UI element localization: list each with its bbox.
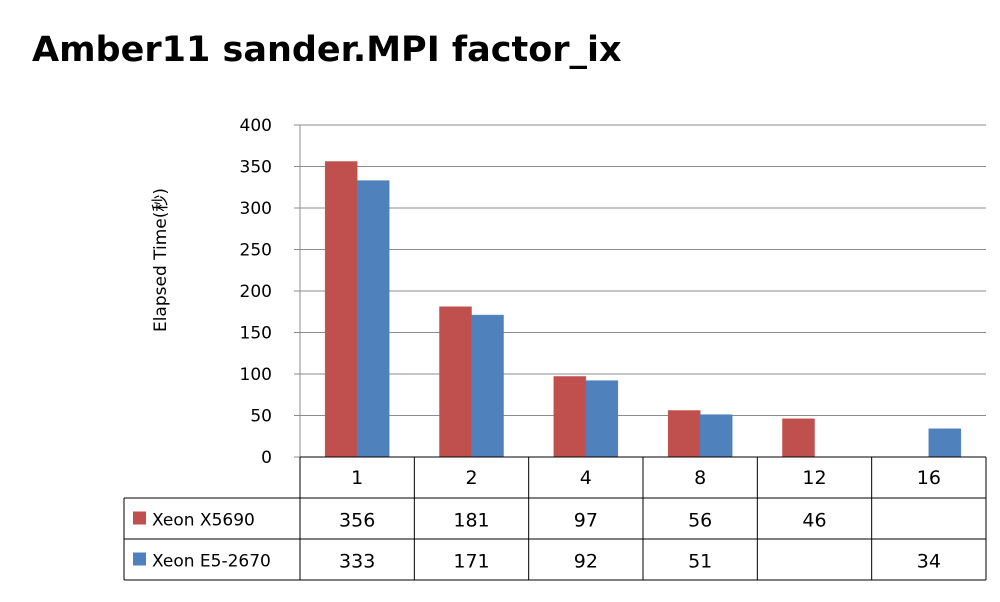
legend-swatch — [133, 552, 146, 566]
data-label: 333 — [339, 551, 375, 573]
legend-label: Xeon X5690 — [152, 511, 255, 531]
data-label: 97 — [574, 510, 598, 532]
bar-xeon-x5690-1 — [324, 161, 358, 458]
x-tick-label: 16 — [917, 467, 941, 489]
y-tick-label: 150 — [240, 324, 272, 344]
bar-xeon-e5-2670-2 — [471, 314, 504, 458]
legend-swatch — [133, 511, 146, 525]
bar-xeon-x5690-12 — [782, 418, 815, 458]
data-label: 56 — [688, 510, 712, 532]
y-tick-label: 250 — [240, 241, 272, 261]
y-tick-label: 100 — [240, 365, 272, 385]
bar-xeon-x5690-4 — [553, 376, 587, 458]
legend-label: Xeon E5-2670 — [152, 552, 271, 572]
y-tick-label: 200 — [240, 282, 272, 302]
bars — [324, 161, 962, 458]
data-label: 171 — [453, 551, 489, 573]
bar-xeon-e5-2670-4 — [585, 380, 619, 458]
x-tick-label: 4 — [580, 467, 592, 489]
data-label: 181 — [453, 510, 489, 532]
data-label: 46 — [802, 510, 826, 532]
data-label: 51 — [688, 551, 712, 573]
x-tick-label: 12 — [802, 467, 826, 489]
y-tick-label: 350 — [240, 158, 272, 178]
y-tick-label: 300 — [240, 199, 272, 219]
bar-xeon-x5690-2 — [439, 306, 472, 458]
bar-xeon-x5690-8 — [667, 410, 701, 458]
data-label: 34 — [917, 551, 941, 573]
gridlines — [300, 124, 986, 416]
x-tick-label: 2 — [465, 467, 477, 489]
y-tick-label: 400 — [240, 116, 272, 136]
bar-xeon-e5-2670-8 — [699, 414, 733, 458]
y-tick-label: 0 — [261, 448, 272, 468]
x-tick-label: 1 — [351, 467, 363, 489]
data-label: 356 — [339, 510, 375, 532]
y-tick-label: 50 — [250, 407, 272, 427]
data-label: 92 — [574, 551, 598, 573]
y-axis-label: Elapsed Time(秒) — [151, 188, 171, 332]
x-tick-label: 8 — [694, 467, 706, 489]
bar-xeon-e5-2670-16 — [928, 428, 962, 458]
y-axis: 0 50 100 150 200 250 300 350 400 — [240, 116, 301, 468]
bar-xeon-e5-2670-1 — [356, 180, 390, 458]
chart-title: Amber11 sander.MPI factor_ix — [32, 30, 622, 70]
